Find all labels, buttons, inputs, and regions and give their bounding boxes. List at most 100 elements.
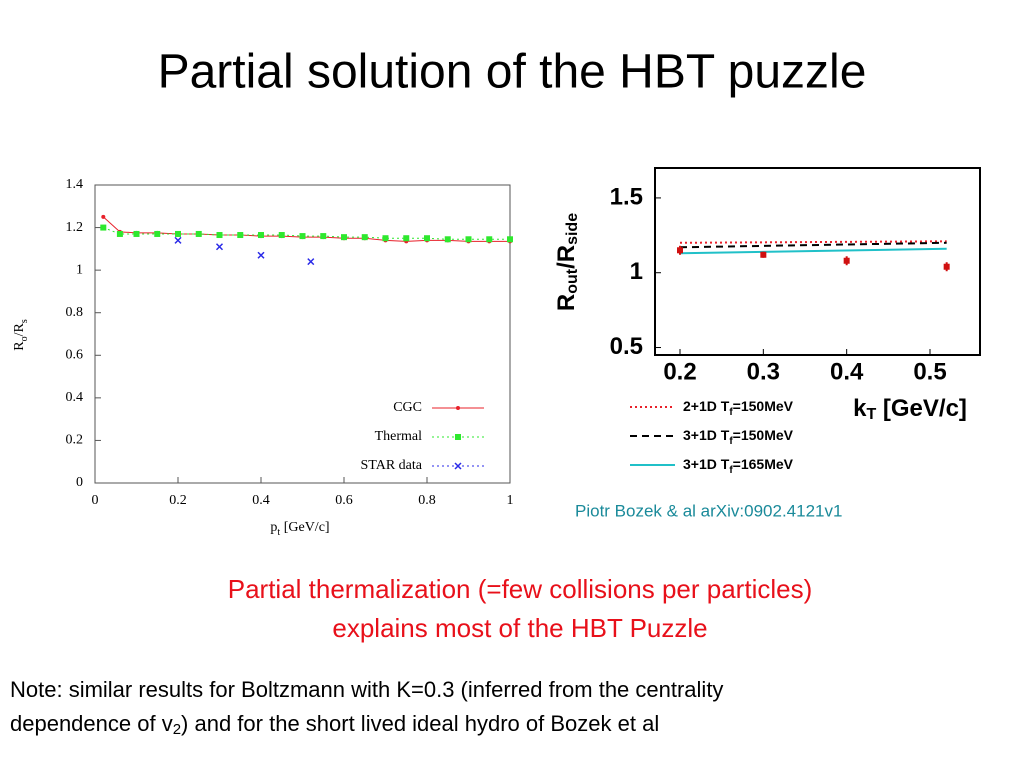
x-tick-label: 0.2: [169, 493, 187, 508]
x-axis-label: pt [GeV/c]: [270, 520, 329, 538]
y-axis-label: Ro/Rs: [12, 319, 30, 351]
marker: [278, 232, 285, 239]
marker: [133, 230, 140, 237]
marker: [507, 236, 513, 243]
label-part: R: [553, 294, 580, 311]
label-part: k: [853, 395, 867, 422]
chart: 0.2 0.3 0.4 0.5 0.5 1 1.5: [610, 167, 981, 466]
marker: [943, 263, 950, 270]
series-line: [679, 240, 947, 244]
marker: [195, 230, 202, 237]
marker: [100, 224, 107, 231]
label-part: 2+1D T: [683, 398, 730, 414]
marker: [424, 235, 430, 242]
y-tick-label: 0.2: [66, 433, 84, 448]
subscript: s: [19, 319, 30, 323]
x-tick-label: 0.6: [335, 493, 353, 508]
legend-label: 3+1D Tf=150MeV: [683, 427, 794, 447]
y-tick-label: 0.4: [66, 390, 84, 405]
slide-title: Partial solution of the HBT puzzle: [158, 46, 867, 99]
marker: [174, 236, 182, 244]
plot-frame: [94, 184, 511, 484]
credit: Piotr Bozek & al arXiv:0902.4121v1: [575, 501, 842, 520]
label-part: /R: [553, 245, 580, 269]
marker: [341, 234, 347, 241]
subscript: o: [19, 336, 30, 341]
y-tick-label: 0: [76, 475, 83, 490]
marker: [444, 236, 451, 243]
y-tick-label: 0.8: [66, 305, 84, 320]
legend-label: 2+1D Tf=150MeV: [683, 398, 794, 418]
y-tick-label: 1: [630, 258, 643, 285]
series-line: [679, 247, 947, 255]
subscript: t: [277, 527, 280, 538]
marker: [154, 230, 161, 237]
conclusion: Partial thermalization (=few collisions …: [228, 574, 813, 604]
subscript: out: [564, 268, 581, 294]
y-tick-label: 1: [76, 262, 83, 277]
marker: [175, 230, 181, 237]
marker: [455, 434, 461, 440]
legend-label: STAR data: [361, 458, 423, 473]
subscript: side: [564, 213, 581, 245]
marker: [215, 243, 224, 251]
label-part: 3+1D T: [683, 427, 730, 443]
y-tick-label: 0.6: [66, 348, 84, 363]
marker: [116, 230, 123, 237]
x-tick-label: 0.2: [663, 358, 696, 385]
marker: [257, 251, 265, 259]
label-part: [GeV/c]: [876, 395, 967, 422]
legend-label: Thermal: [375, 429, 423, 444]
note-text: dependence of v: [10, 711, 173, 736]
marker: [237, 232, 244, 239]
x-tick-label: 0.5: [913, 358, 946, 385]
marker: [382, 235, 389, 242]
label-part: =165MeV: [733, 456, 794, 472]
marker: [456, 406, 460, 410]
label-part: [GeV/c]: [280, 520, 329, 535]
x-tick-label: 0.4: [252, 493, 270, 508]
subscript: f: [729, 407, 733, 418]
marker: [101, 214, 106, 219]
label-part: =150MeV: [733, 398, 794, 414]
subscript: f: [729, 465, 733, 476]
subscript: f: [729, 436, 733, 447]
series-line: [679, 241, 947, 249]
label-part: R: [12, 341, 27, 351]
marker: [454, 462, 462, 470]
x-tick-label: 0.8: [418, 493, 436, 508]
x-tick-label: 0: [92, 493, 99, 508]
x-tick-label: 0.4: [830, 358, 864, 385]
legend-label: 3+1D Tf=165MeV: [683, 456, 794, 476]
marker: [760, 251, 767, 258]
marker: [677, 247, 683, 254]
note: Note: similar results for Boltzmann with…: [10, 677, 723, 702]
label-part: p: [270, 520, 277, 535]
marker: [258, 232, 264, 239]
note-sub: 2: [173, 721, 181, 738]
marker: [465, 236, 472, 243]
chart: 0 0.2 0.4 0.6 0.8 1 0 0.2 0.4 0.6 0.8 1 1.2 1.4: [66, 177, 514, 508]
marker: [486, 236, 493, 243]
marker: [843, 257, 850, 264]
subscript: T: [866, 406, 876, 423]
conclusion: explains most of the HBT Puzzle: [332, 613, 707, 643]
y-tick-label: 0.5: [610, 333, 643, 360]
marker: [216, 232, 223, 239]
note: dependence of v2) and for the short live…: [10, 711, 659, 738]
label-part: =150MeV: [733, 427, 794, 443]
x-tick-label: 0.3: [747, 358, 780, 385]
marker: [307, 258, 315, 266]
marker: [361, 234, 368, 241]
x-tick-label: 1: [507, 493, 514, 508]
y-tick-label: 1.5: [610, 183, 643, 210]
marker: [320, 233, 327, 240]
label-part: /R: [12, 323, 27, 337]
x-axis-label: kT [GeV/c]: [853, 395, 967, 423]
y-tick-label: 1.4: [66, 177, 84, 192]
legend-label: CGC: [393, 400, 422, 415]
plot-frame: [654, 167, 981, 356]
label-part: 3+1D T: [683, 456, 730, 472]
